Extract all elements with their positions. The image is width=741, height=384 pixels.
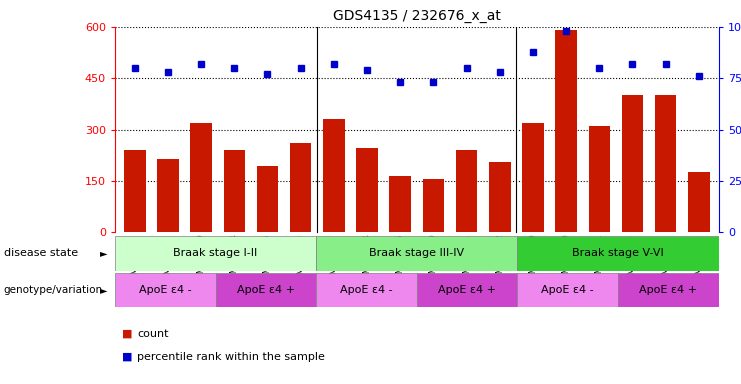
Text: ApoE ε4 +: ApoE ε4 + [639, 285, 697, 295]
Bar [688, 172, 710, 232]
Bar [115, 273, 216, 307]
Text: ApoE ε4 -: ApoE ε4 - [340, 285, 393, 295]
Bar [390, 176, 411, 232]
Text: Braak stage I-II: Braak stage I-II [173, 248, 258, 258]
Bar [157, 159, 179, 232]
Bar [522, 123, 544, 232]
Bar [323, 119, 345, 232]
Bar [115, 236, 316, 271]
Bar [216, 273, 316, 307]
Bar [290, 143, 311, 232]
Bar [655, 95, 677, 232]
Bar [555, 30, 577, 232]
Text: genotype/variation: genotype/variation [4, 285, 103, 295]
Bar [190, 123, 212, 232]
Text: Braak stage V-VI: Braak stage V-VI [572, 248, 664, 258]
Bar [517, 236, 719, 271]
Bar [422, 179, 444, 232]
Bar [588, 126, 610, 232]
Bar [124, 150, 145, 232]
Bar [517, 273, 618, 307]
Text: Braak stage III-IV: Braak stage III-IV [369, 248, 465, 258]
Bar [256, 166, 279, 232]
Text: ■: ■ [122, 352, 133, 362]
Bar [618, 273, 719, 307]
Text: ►: ► [100, 248, 107, 258]
Bar [356, 149, 378, 232]
Title: GDS4135 / 232676_x_at: GDS4135 / 232676_x_at [333, 9, 501, 23]
Text: ►: ► [100, 285, 107, 295]
Text: count: count [137, 329, 169, 339]
Bar [416, 273, 517, 307]
Bar [224, 150, 245, 232]
Text: ApoE ε4 -: ApoE ε4 - [139, 285, 191, 295]
Text: ■: ■ [122, 329, 133, 339]
Text: ApoE ε4 -: ApoE ε4 - [542, 285, 594, 295]
Bar [456, 150, 477, 232]
Bar [622, 95, 643, 232]
Text: percentile rank within the sample: percentile rank within the sample [137, 352, 325, 362]
Text: disease state: disease state [4, 248, 78, 258]
Text: ApoE ε4 +: ApoE ε4 + [438, 285, 496, 295]
Bar [316, 236, 517, 271]
Bar [489, 162, 511, 232]
Bar [316, 273, 416, 307]
Text: ApoE ε4 +: ApoE ε4 + [237, 285, 295, 295]
